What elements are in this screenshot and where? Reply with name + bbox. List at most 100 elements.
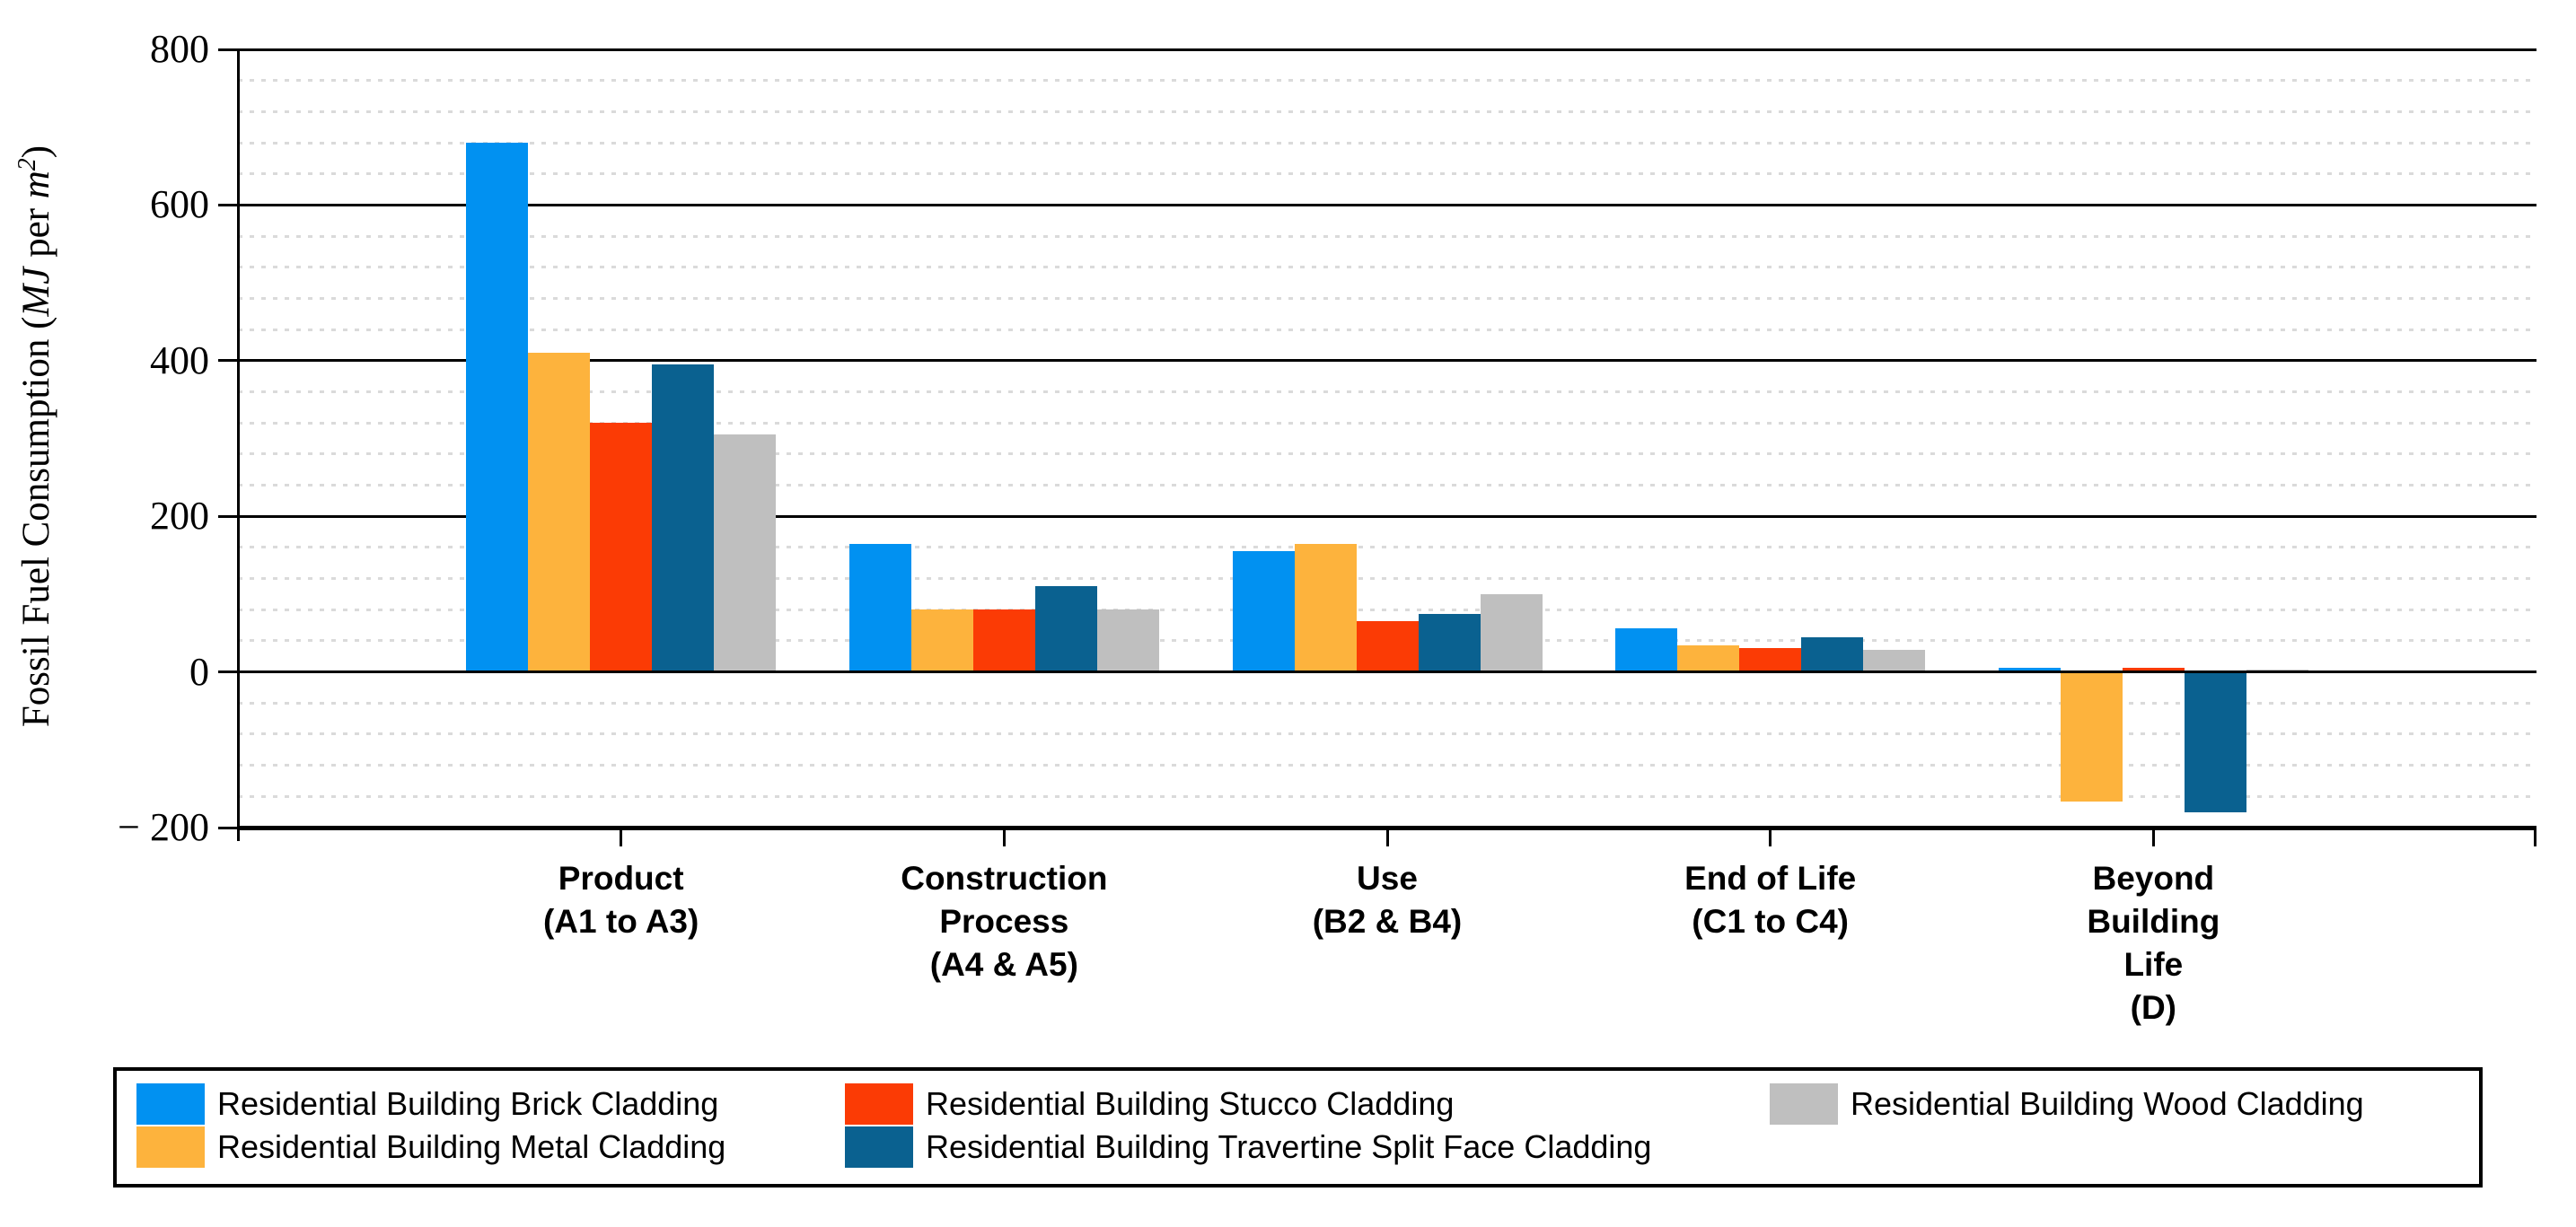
y-tick-label: 600 [150,182,209,227]
category-label: Product (A1 to A3) [388,857,855,943]
bar [1739,647,1802,672]
bar [2060,671,2123,802]
category-label: Beyond Building Life (D) [1920,857,2387,1030]
minor-gridline [238,701,2536,705]
bar [1615,628,1678,672]
x-tick [620,829,623,846]
bar [2122,668,2185,672]
y-axis-title-m: m [15,171,58,199]
minor-gridline [238,546,2536,549]
bar [466,143,529,672]
category-label-line: (C1 to C4) [1692,903,1850,940]
major-gridline [238,825,2536,830]
minor-gridline [238,328,2536,331]
x-tick [2151,829,2155,846]
bar [1294,543,1357,672]
bar [1418,613,1481,672]
legend-swatch [845,1126,913,1168]
category-label-line: Beyond [2092,860,2215,897]
legend-label: Residential Building Wood Cladding [1851,1085,2364,1122]
minor-gridline [238,266,2536,269]
category-label: End of Life (C1 to C4) [1537,857,2004,943]
x-tick [1385,829,1389,846]
y-axis-title: Fossil Fuel Consumption (MJ per m2) [13,145,58,727]
minor-gridline [238,172,2536,176]
minor-gridline [238,141,2536,145]
y-tick [218,359,238,363]
bar [714,434,777,672]
bar [1863,650,1926,672]
bar [1480,593,1543,672]
y-tick-label: 800 [150,27,209,71]
minor-gridline [238,296,2536,300]
zero-line [238,670,2536,674]
y-axis-title-mid: per [15,198,58,267]
major-gridline [238,48,2536,51]
category-label-line: Process [939,903,1069,940]
legend: Residential Building Brick Cladding Resid… [113,1067,2483,1188]
category-label-line: (A1 to A3) [542,903,699,940]
y-tick-label: − 200 [118,805,209,849]
category-label-line: (D) [2130,989,2177,1026]
legend-label: Residential Building Travertine Split Fa… [926,1128,1652,1165]
bar [652,364,715,672]
legend-swatch [136,1083,205,1125]
bar [1232,551,1295,672]
legend-label: Residential Building Metal Cladding [217,1128,726,1165]
bar [972,609,1035,672]
y-tick [218,670,238,674]
y-axis-line [237,48,240,841]
minor-gridline [238,421,2536,425]
legend-label: Residential Building Stucco Cladding [926,1085,1455,1122]
legend-swatch [845,1083,913,1125]
category-label-line: Product [558,860,684,897]
bar [1677,645,1740,672]
y-axis-title-prefix: Fossil Fuel Consumption ( [15,316,58,728]
bar [1998,668,2061,672]
y-tick [218,203,238,206]
y-tick-label: 400 [150,337,209,382]
minor-gridline [238,484,2536,487]
legend-label: Residential Building Brick Cladding [217,1085,719,1122]
y-tick [218,826,238,829]
y-tick [218,48,238,51]
major-gridline [238,203,2536,206]
minor-gridline [238,79,2536,83]
category-label-line: (A4 & A5) [929,946,1078,983]
category-label-line: Life [2123,946,2184,983]
major-gridline [238,359,2536,363]
bar [1801,636,1864,672]
bar [848,543,911,672]
legend-swatch [1770,1083,1838,1125]
bar [528,353,591,672]
category-label-line: (B2 & B4) [1312,903,1463,940]
category-label-line: Use [1357,860,1418,897]
category-label-line: Construction [901,860,1108,897]
bar [910,609,973,672]
minor-gridline [238,110,2536,113]
bar [1356,621,1419,672]
minor-gridline [238,452,2536,456]
category-label: Use (B2 & B4) [1154,857,1621,943]
minor-gridline [238,608,2536,611]
y-axis-title-suffix: ) [15,145,58,159]
y-tick-label: 0 [189,649,209,694]
y-axis-title-mj: MJ [15,267,58,317]
y-axis-title-sup: 2 [13,158,41,171]
category-label-line: End of Life [1684,860,1857,897]
y-tick-label: 200 [150,494,209,539]
bar [2184,671,2246,812]
minor-gridline [238,577,2536,581]
minor-gridline [238,234,2536,238]
x-tick [1769,829,1772,846]
y-tick [218,514,238,518]
minor-gridline [238,732,2536,736]
bar [1034,586,1097,672]
minor-gridline [238,764,2536,767]
category-label: Construction Process (A4 & A5) [770,857,1237,986]
bar [1096,609,1159,672]
x-tick [2534,829,2536,846]
minor-gridline [238,794,2536,798]
bar [590,423,653,672]
